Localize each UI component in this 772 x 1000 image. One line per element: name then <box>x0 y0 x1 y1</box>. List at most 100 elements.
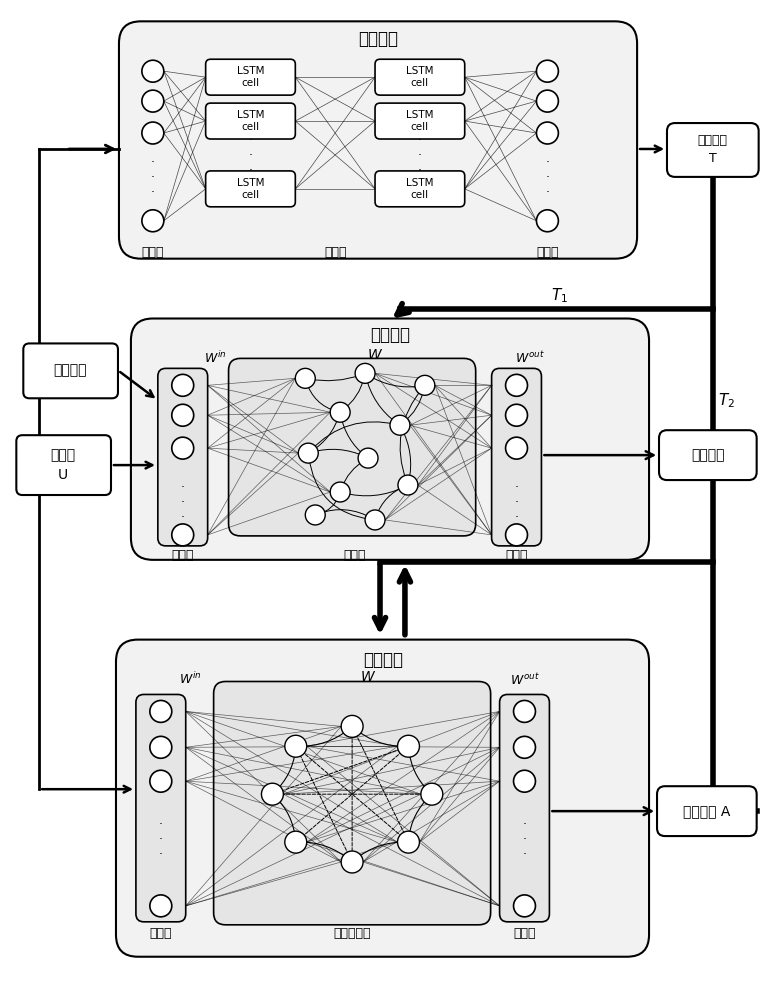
Text: LSTM
cell: LSTM cell <box>237 178 264 200</box>
Circle shape <box>537 210 558 232</box>
Circle shape <box>513 770 536 792</box>
Circle shape <box>305 505 325 525</box>
FancyBboxPatch shape <box>375 103 465 139</box>
Text: $W^{out}$: $W^{out}$ <box>510 672 540 687</box>
FancyBboxPatch shape <box>16 435 111 495</box>
Text: 助教网络: 助教网络 <box>363 651 403 669</box>
FancyBboxPatch shape <box>229 358 476 536</box>
FancyBboxPatch shape <box>375 171 465 207</box>
FancyBboxPatch shape <box>499 694 550 922</box>
Circle shape <box>398 831 419 853</box>
Text: 学生网络: 学生网络 <box>370 326 410 344</box>
Text: ·
·
·: · · · <box>523 818 527 861</box>
FancyBboxPatch shape <box>131 319 649 560</box>
Text: 隐藏层: 隐藏层 <box>324 246 347 259</box>
FancyBboxPatch shape <box>205 171 296 207</box>
Circle shape <box>285 735 306 757</box>
Text: 螓馏知识: 螓馏知识 <box>698 134 728 147</box>
Circle shape <box>537 122 558 144</box>
Circle shape <box>296 368 315 388</box>
Circle shape <box>398 475 418 495</box>
Circle shape <box>150 700 172 722</box>
Circle shape <box>537 90 558 112</box>
Text: $T_2$: $T_2$ <box>718 391 735 410</box>
Text: $T_1$: $T_1$ <box>551 286 568 305</box>
Circle shape <box>537 60 558 82</box>
Circle shape <box>355 363 375 383</box>
Circle shape <box>142 90 164 112</box>
FancyBboxPatch shape <box>116 640 649 957</box>
Circle shape <box>513 736 536 758</box>
Circle shape <box>262 783 283 805</box>
Circle shape <box>341 851 363 873</box>
Text: ·
·
·: · · · <box>159 818 163 861</box>
Text: $W$: $W$ <box>360 670 376 684</box>
Text: LSTM
cell: LSTM cell <box>237 66 264 88</box>
Circle shape <box>415 375 435 395</box>
Text: ·
·
·: · · · <box>249 134 252 177</box>
Text: LSTM
cell: LSTM cell <box>406 110 434 132</box>
Text: ·
·
·: · · · <box>514 481 519 524</box>
Circle shape <box>513 700 536 722</box>
Text: 预测数据: 预测数据 <box>691 448 725 462</box>
Circle shape <box>172 374 194 396</box>
Text: 输入层: 输入层 <box>171 549 194 562</box>
Text: 储备池: 储备池 <box>344 549 367 562</box>
Circle shape <box>365 510 385 530</box>
Text: 输出层: 输出层 <box>506 549 528 562</box>
Text: 教师网络: 教师网络 <box>358 30 398 48</box>
Text: ·
·
·: · · · <box>418 134 422 177</box>
Text: LSTM
cell: LSTM cell <box>237 110 264 132</box>
Circle shape <box>506 437 527 459</box>
FancyBboxPatch shape <box>657 786 757 836</box>
FancyBboxPatch shape <box>119 21 637 259</box>
Circle shape <box>421 783 443 805</box>
Text: 输出层: 输出层 <box>513 927 536 940</box>
Text: 助教知识 A: 助教知识 A <box>683 804 730 818</box>
Circle shape <box>506 404 527 426</box>
Text: $W$: $W$ <box>367 348 383 362</box>
Text: LSTM
cell: LSTM cell <box>406 66 434 88</box>
Circle shape <box>172 437 194 459</box>
Circle shape <box>330 482 350 502</box>
Text: T: T <box>709 152 716 165</box>
Circle shape <box>172 404 194 426</box>
Circle shape <box>150 736 172 758</box>
FancyBboxPatch shape <box>375 59 465 95</box>
Text: 输出层: 输出层 <box>537 246 559 259</box>
Text: $W^{in}$: $W^{in}$ <box>205 350 227 366</box>
FancyBboxPatch shape <box>214 681 491 925</box>
Circle shape <box>506 524 527 546</box>
Text: LSTM
cell: LSTM cell <box>406 178 434 200</box>
Text: ·
·
·: · · · <box>181 481 185 524</box>
Circle shape <box>341 715 363 737</box>
Text: U: U <box>58 468 68 482</box>
Circle shape <box>150 895 172 917</box>
Text: ·
·
·: · · · <box>151 156 155 199</box>
Circle shape <box>142 210 164 232</box>
Text: $W^{out}$: $W^{out}$ <box>515 351 544 366</box>
Text: 输入层: 输入层 <box>141 246 164 259</box>
Circle shape <box>390 415 410 435</box>
FancyBboxPatch shape <box>667 123 759 177</box>
FancyBboxPatch shape <box>136 694 186 922</box>
Circle shape <box>142 60 164 82</box>
Circle shape <box>298 443 318 463</box>
Circle shape <box>142 122 164 144</box>
Text: 输入层: 输入层 <box>150 927 172 940</box>
Circle shape <box>150 770 172 792</box>
FancyBboxPatch shape <box>659 430 757 480</box>
Text: ·
·
·: · · · <box>545 156 550 199</box>
Circle shape <box>398 735 419 757</box>
Text: 训练集: 训练集 <box>51 448 76 462</box>
Circle shape <box>330 402 350 422</box>
FancyBboxPatch shape <box>23 343 118 398</box>
FancyBboxPatch shape <box>157 368 208 546</box>
Text: $W^{in}$: $W^{in}$ <box>179 672 202 687</box>
Circle shape <box>506 374 527 396</box>
Circle shape <box>513 895 536 917</box>
FancyBboxPatch shape <box>205 103 296 139</box>
Circle shape <box>285 831 306 853</box>
FancyBboxPatch shape <box>205 59 296 95</box>
Text: 历史数据: 历史数据 <box>53 363 87 377</box>
